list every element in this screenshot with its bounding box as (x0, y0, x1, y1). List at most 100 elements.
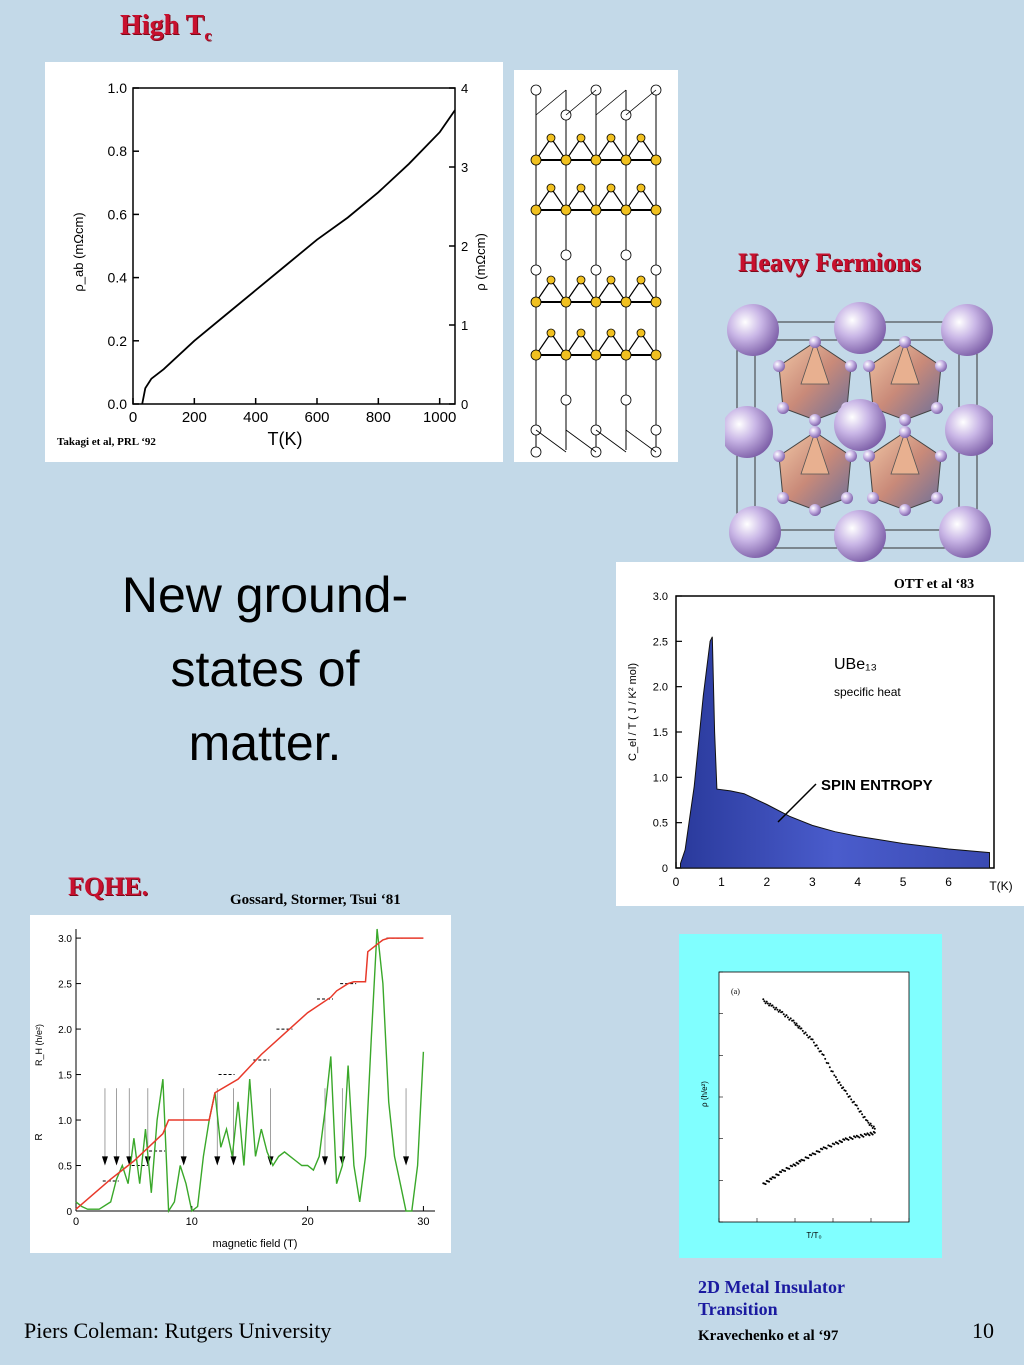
mit-data-point (764, 1002, 767, 1005)
mit-data-point (859, 1110, 862, 1113)
fqhe-xtick-label: 20 (301, 1216, 313, 1228)
mit-data-point (868, 1124, 871, 1126)
ube13-icosahedron-face (800, 340, 830, 385)
fqhe-xtick-label: 10 (186, 1216, 198, 1228)
ube13-ytick-label: 2.0 (653, 682, 668, 694)
beryllium-atom (935, 360, 947, 372)
oxygen-atom (576, 183, 586, 193)
beryllium-atom (899, 414, 911, 426)
mit-data-point (822, 1146, 825, 1149)
mit-data-point (828, 1145, 831, 1147)
beryllium-atom (863, 450, 875, 462)
oxygen-atom (546, 133, 556, 143)
copper-atom (590, 349, 602, 361)
fqhe-arrow-head (180, 1156, 187, 1166)
ube13-ytick-label: 3.0 (653, 591, 668, 603)
mit-data-point (870, 1124, 873, 1127)
ube13-icosahedron-face (890, 430, 920, 475)
beryllium-atom (899, 426, 911, 438)
mit-data-point (827, 1144, 830, 1147)
mit-data-point (785, 1014, 788, 1017)
beryllium-atom (777, 402, 789, 414)
ube13-ytick-label: 2.5 (653, 636, 668, 648)
mit-xlabel: T/T₀ (806, 1231, 821, 1240)
lattice-bond (565, 429, 597, 453)
beryllium-atom (773, 450, 785, 462)
mit-data-point (772, 1006, 775, 1009)
uranium-atom (945, 404, 997, 456)
ube13-xtick-label: 5 (900, 875, 907, 889)
mit-axes (718, 971, 910, 1223)
mit-data-point (844, 1089, 847, 1092)
center-line-3: matter. (188, 715, 342, 771)
fqhe-arrow-head (403, 1156, 410, 1166)
ube13-xtick-label: 2 (764, 875, 771, 889)
fqhe-credit: Gossard, Stormer, Tsui ‘81 (230, 892, 401, 908)
fqhe-ytick-label: 2.0 (58, 1025, 72, 1036)
mit-data-point (803, 1032, 806, 1035)
lattice-bond (595, 429, 627, 453)
mit-data-point (807, 1036, 810, 1039)
mit-data-point (831, 1070, 834, 1073)
ube13-specific-heat-label: specific heat (834, 685, 901, 699)
mit-data-point (768, 1180, 771, 1183)
ube13-xtick-label: 1 (718, 875, 725, 889)
high-tc-ytick-right-label: 3 (461, 160, 468, 175)
high-tc-ytick-left-label: 1.0 (108, 80, 128, 96)
oxygen-atom (636, 275, 646, 285)
high-tc-ylabel-right: ρ (mΩcm) (473, 233, 488, 291)
beryllium-atom (773, 360, 785, 372)
copper-atom (530, 296, 542, 308)
ube13-ytick-label: 1.0 (653, 772, 668, 784)
beryllium-atom (899, 336, 911, 348)
beryllium-atom (931, 492, 943, 504)
lattice-bond (535, 429, 567, 453)
copper-atom (650, 204, 662, 216)
high-tc-ytick-left-label: 0.6 (108, 206, 128, 222)
oxygen-atom (636, 183, 646, 193)
ube13-ytick-label: 0 (662, 863, 668, 875)
uranium-atom (834, 399, 886, 451)
mit-data-point (841, 1141, 843, 1144)
mit-data-point (784, 1015, 787, 1018)
lattice-atom (620, 394, 632, 406)
mit-data-point (830, 1070, 833, 1073)
mit-data-point (855, 1104, 858, 1107)
high-tc-ticks: 0 200 400 600 800 1000 0.0 0.2 0.4 0.6 0.8 1.0 0 1 2 3 4 (108, 80, 469, 426)
ube13-spin-entropy-pointer (777, 783, 817, 823)
mit-data-point (858, 1136, 861, 1139)
high-tc-credit: Takagi et al, PRL ‘92 (57, 436, 156, 448)
mit-data-point (851, 1138, 854, 1140)
mit-data-point (810, 1154, 813, 1157)
mit-data-point (784, 1170, 787, 1172)
mit-data-point (794, 1023, 797, 1026)
mit-data-point (848, 1095, 851, 1098)
fqhe-longitudinal-resistance-curve (75, 928, 425, 1214)
copper-atom (560, 154, 572, 166)
mit-data-point (824, 1146, 827, 1149)
cuprate-lattice-diagram (530, 84, 662, 458)
copper-atom (650, 349, 662, 361)
high-tc-xtick-label: 600 (304, 409, 329, 426)
mit-data-point (768, 1004, 771, 1007)
copper-atom (650, 296, 662, 308)
copper-atom (620, 204, 632, 216)
fqhe-ytick-label: 3.0 (58, 934, 72, 945)
ube13-chart: 0 1 2 3 4 5 6 0 0.5 1.0 1.5 2.0 2.5 3.0 OTT et al ‘83… (627, 577, 1013, 893)
oxygen-atom (546, 328, 556, 338)
center-line-1: New ground- (121, 567, 409, 623)
fqhe-chart: 0 10 20 30 0 0.5 1.0 1.5 2.0 2.5 3.0 magnetic fiel… (34, 928, 435, 1250)
heavy-fermions-title: Heavy Fermions (738, 248, 921, 277)
high-tc-ytick-left-label: 0.8 (108, 143, 128, 159)
fqhe-title: FQHE. (68, 872, 149, 901)
mit-data-point (771, 1004, 774, 1007)
mit-data-point (804, 1031, 807, 1034)
mit-data-point (764, 1183, 767, 1186)
mit-data-point (780, 1171, 783, 1174)
ube13-icosahedron-face (800, 430, 830, 475)
copper-atom (620, 154, 632, 166)
mit-data-point (842, 1086, 845, 1089)
mit-data-point (837, 1142, 840, 1145)
mit-data-point (872, 1125, 875, 1128)
mit-data-point (824, 1057, 827, 1060)
